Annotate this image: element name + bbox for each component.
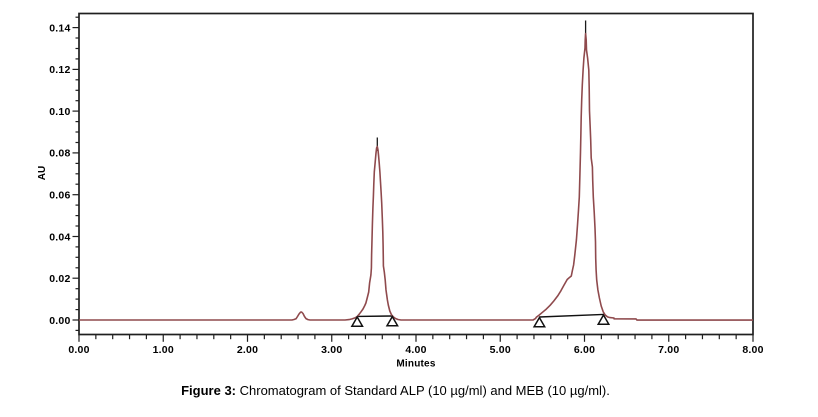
svg-text:0.02: 0.02 <box>49 273 70 285</box>
svg-text:7.00: 7.00 <box>658 344 679 356</box>
svg-text:0.12: 0.12 <box>49 64 70 76</box>
svg-text:0.10: 0.10 <box>49 106 70 118</box>
svg-text:0.00: 0.00 <box>49 315 70 327</box>
svg-text:0.14: 0.14 <box>49 22 70 34</box>
svg-text:4.00: 4.00 <box>405 344 426 356</box>
svg-text:0.08: 0.08 <box>49 148 70 160</box>
svg-text:8.00: 8.00 <box>742 344 763 356</box>
svg-text:0.06: 0.06 <box>49 190 70 202</box>
svg-text:1.00: 1.00 <box>153 344 174 356</box>
svg-text:0.04: 0.04 <box>49 231 70 243</box>
svg-text:2.00: 2.00 <box>237 344 258 356</box>
svg-text:0.00: 0.00 <box>68 344 89 356</box>
svg-text:5.00: 5.00 <box>490 344 511 356</box>
svg-text:AU: AU <box>37 166 48 180</box>
svg-text:3.00: 3.00 <box>321 344 342 356</box>
svg-text:Figure 3: Chromatogram of Stan: Figure 3: Chromatogram of Standard ALP (… <box>181 383 610 398</box>
svg-text:6.00: 6.00 <box>574 344 595 356</box>
svg-text:Minutes: Minutes <box>396 359 435 370</box>
